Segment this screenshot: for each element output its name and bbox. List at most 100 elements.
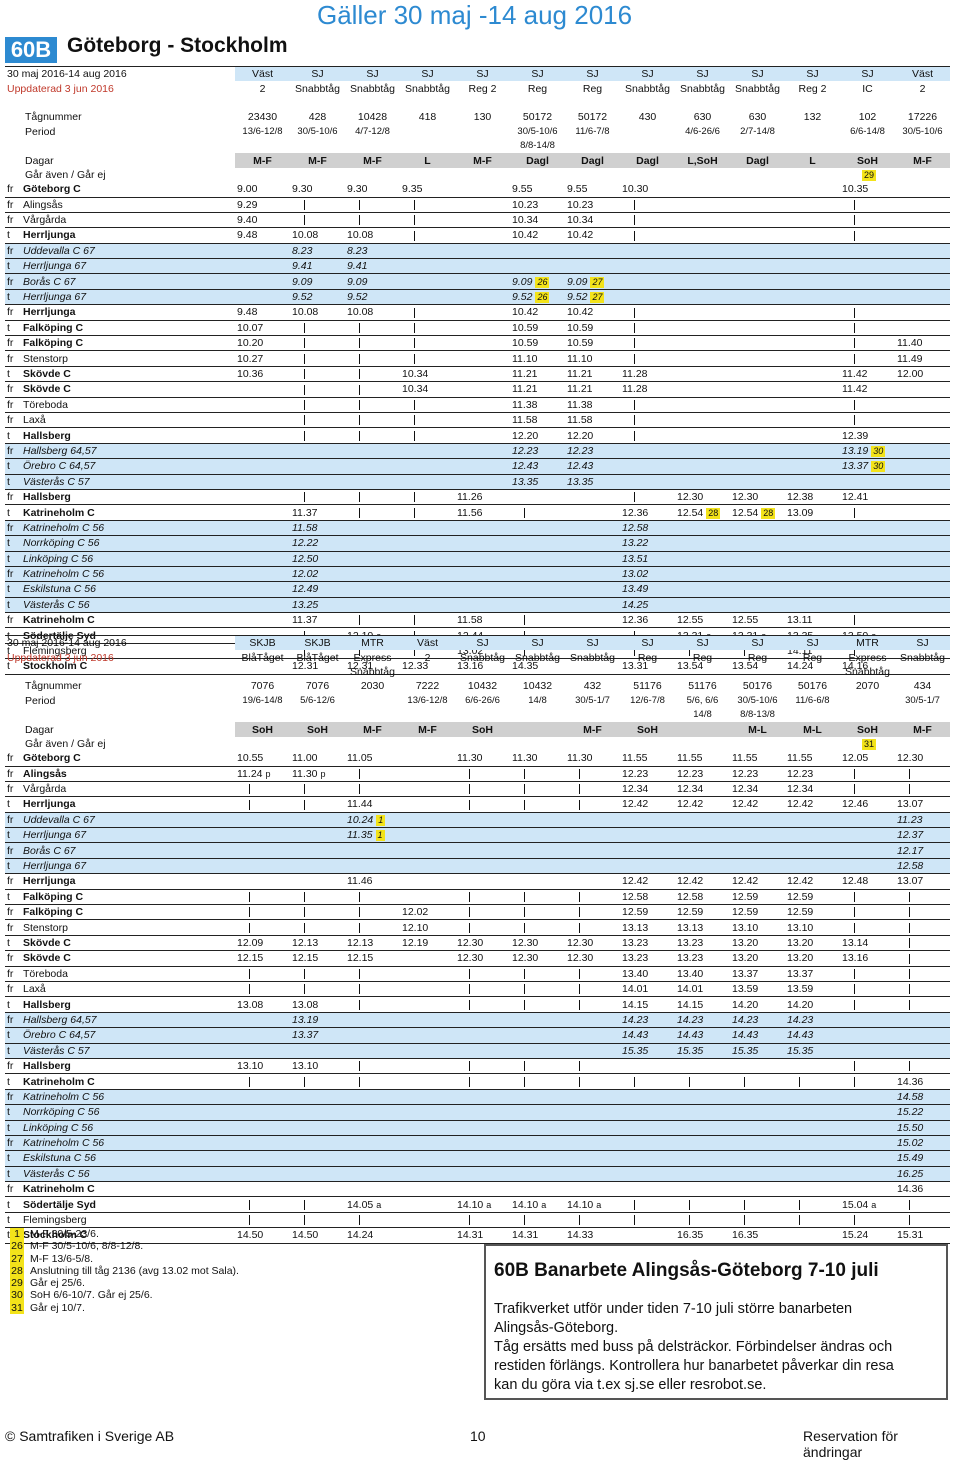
period-row: 8/8-14/8 <box>5 139 950 153</box>
time-cell: 15.49 <box>895 1150 950 1167</box>
runs-also-cell <box>785 737 840 751</box>
time-cell <box>510 827 565 844</box>
time-cell: 11.58 <box>565 412 620 429</box>
continues-bar <box>414 507 415 518</box>
arrival-departure-flag: fr <box>7 244 14 257</box>
time-cell <box>235 273 290 290</box>
continues-bar <box>359 984 360 995</box>
time-cell <box>730 858 785 875</box>
time-cell <box>400 950 455 967</box>
time-cell: 14.23 <box>785 1012 840 1029</box>
time-cell <box>730 566 785 583</box>
continues-bar <box>304 892 305 903</box>
time-cell <box>565 658 620 675</box>
time-cell: 13.07 <box>895 873 950 890</box>
station-cell: fr Herrljunga <box>5 304 235 321</box>
time-cell <box>455 781 510 798</box>
time-cell: 10.23 <box>510 197 565 213</box>
arrival-departure-flag: t <box>7 429 10 442</box>
time-cell <box>455 966 510 982</box>
time-cell <box>400 1196 455 1213</box>
arrival-departure-flag: fr <box>7 1090 14 1103</box>
continues-bar <box>854 646 855 657</box>
time-cell <box>290 1104 345 1121</box>
days-cell <box>510 722 565 737</box>
station-name: Skövde C <box>23 383 71 396</box>
continues-bar <box>469 907 470 918</box>
time-cell <box>400 243 455 260</box>
runs-also-label: Går även / Går ej <box>25 737 106 750</box>
continues-bar <box>854 507 855 518</box>
time-cell: 12.49 <box>290 581 345 598</box>
runs-also-cell <box>895 168 950 182</box>
time-cell: 10.42 <box>565 304 620 321</box>
time-cell: 12.19 <box>400 935 455 952</box>
operator-cell: SJ <box>895 635 950 651</box>
time-cell <box>290 381 345 398</box>
continues-bar <box>359 892 360 903</box>
time-cell <box>510 243 565 260</box>
time-cell <box>400 1135 455 1152</box>
time-cell <box>895 919 950 936</box>
arrival-departure-flag: t <box>7 291 10 304</box>
time-cell <box>785 1120 840 1136</box>
time-cell <box>565 489 620 506</box>
time-cell <box>455 397 510 413</box>
station-name: Vårgårda <box>23 783 67 796</box>
station-cell: t Falköping C <box>5 889 235 906</box>
updated-line: Uppdaterad 3 jun 2016 <box>7 651 114 664</box>
time-cell <box>840 966 895 982</box>
time-cell <box>400 858 455 875</box>
time-cell <box>565 1043 620 1059</box>
station-row: t Eskilstuna C 56 12.49 13.49 <box>5 581 950 598</box>
continues-bar <box>744 1215 745 1226</box>
date-line: 30 maj 2016-14 aug 2016 <box>5 66 235 82</box>
time-cell <box>510 766 565 782</box>
time-cell <box>565 981 620 998</box>
footnote-number: 28 <box>10 1264 24 1278</box>
arrival-departure-flag: fr <box>7 783 14 796</box>
period-cell: 30/5-10/6 <box>902 125 943 137</box>
time-value: 14.05 <box>347 1198 374 1211</box>
time-cell <box>730 1089 785 1106</box>
time-cell: 9.55 <box>565 182 620 198</box>
time-cell <box>895 1043 950 1059</box>
time-cell <box>290 1181 345 1198</box>
time-cell <box>785 551 840 567</box>
time-cell <box>565 904 620 921</box>
time-cell: 12.42 <box>785 796 840 813</box>
time-cell: 11.24 p <box>235 766 290 782</box>
time-cell <box>675 474 730 490</box>
time-cell <box>400 1073 455 1090</box>
time-cell <box>290 474 345 490</box>
station-name: Herrljunga <box>23 798 76 811</box>
station-name: Falköping C <box>23 890 84 903</box>
station-name: Göteborg C <box>23 183 81 196</box>
arrival-departure-flag: t <box>7 460 10 473</box>
time-cell <box>620 1135 675 1152</box>
construction-notice: 60B Banarbete Alingsås-Göteborg 7-10 jul… <box>484 1244 948 1400</box>
continues-bar <box>414 615 415 626</box>
station-cell: fr Stenstorp <box>5 919 235 936</box>
time-cell <box>235 781 290 798</box>
time-cell <box>345 443 400 460</box>
time-cell: 10.20 <box>235 335 290 352</box>
time-cell <box>565 597 620 614</box>
station-row: fr Töreboda 13.40 13.40 13.37 13.37 <box>5 966 950 982</box>
days-cell <box>675 722 730 737</box>
continues-bar <box>359 768 360 779</box>
station-cell: fr Töreboda <box>5 966 235 982</box>
time-cell: 12.55 <box>675 612 730 629</box>
time-cell <box>235 658 290 675</box>
footnote-marker: 1 <box>375 830 385 842</box>
blank <box>510 96 565 110</box>
station-cell: t Örebro C 64,57 <box>5 458 235 475</box>
time-cell <box>510 258 565 275</box>
time-cell <box>345 781 400 798</box>
time-cell <box>345 335 400 352</box>
continues-bar <box>634 1076 635 1087</box>
station-row: fr Alingsås 9.29 10.23 10.23 <box>5 197 950 213</box>
footnote-marker: 27 <box>590 276 605 288</box>
days-cell: L <box>785 153 840 168</box>
station-name: Stockholm C <box>23 1229 88 1242</box>
